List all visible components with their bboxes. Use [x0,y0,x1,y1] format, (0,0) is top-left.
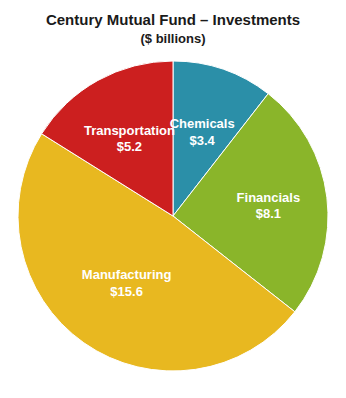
html-text:($ billions): ($ billions) [140,31,206,46]
html-text:Century Mutual Fund – Investme: Century Mutual Fund – Investments [45,11,301,28]
svg-text:Manufacturing$15.6: Manufacturing$15.6 [82,267,172,298]
svg-text:Transportation$5.2: Transportation$5.2 [84,123,175,154]
svg-text:Financials$8.1: Financials$8.1 [237,190,301,221]
svg-text:Chemicals$3.4: Chemicals$3.4 [170,116,235,147]
